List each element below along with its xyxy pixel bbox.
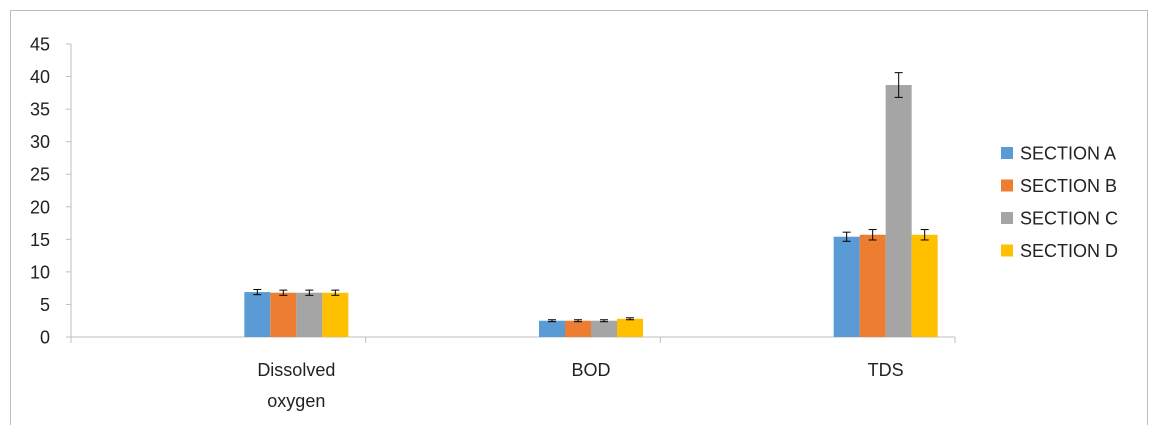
y-tick-label: 35 (30, 100, 50, 120)
y-tick-label: 0 (40, 328, 50, 348)
x-category-label: oxygen (267, 391, 325, 411)
bar (322, 292, 349, 337)
y-tick-label: 45 (30, 35, 50, 55)
legend-label: SECTION D (1020, 241, 1118, 261)
x-category-label: BOD (571, 360, 610, 380)
bar (617, 318, 643, 337)
legend-swatch (1001, 147, 1013, 159)
bar (244, 292, 271, 337)
bar (539, 320, 565, 337)
bar (270, 292, 297, 337)
legend-swatch (1001, 244, 1013, 257)
bars (244, 85, 938, 338)
y-tick-label: 25 (30, 165, 50, 185)
y-tick-label: 15 (30, 230, 50, 250)
legend-label: SECTION A (1020, 144, 1116, 164)
x-axis: Dissolved oxygen BOD TDS (70, 336, 956, 411)
error-bars (253, 72, 929, 323)
bar (911, 234, 938, 337)
x-category-label: Dissolved (257, 360, 335, 380)
bar (296, 292, 323, 337)
legend-label: SECTION B (1020, 176, 1117, 196)
y-tick-label: 40 (30, 67, 50, 87)
bar (859, 234, 886, 337)
y-axis: 0 5 10 15 20 25 30 35 40 45 (30, 35, 72, 348)
legend-swatch (1001, 212, 1013, 224)
bar (591, 320, 617, 337)
bar (885, 85, 912, 338)
x-category-label: TDS (868, 360, 904, 380)
y-tick-label: 20 (30, 197, 50, 217)
legend: SECTION A SECTION B SECTION C SECTION D (1001, 144, 1118, 261)
y-tick-label: 30 (30, 132, 50, 152)
legend-swatch (1001, 179, 1013, 192)
legend-label: SECTION C (1020, 209, 1118, 229)
bar (565, 320, 591, 337)
y-tick-label: 10 (30, 262, 50, 282)
y-tick-label: 5 (40, 295, 50, 315)
chart-frame (10, 10, 1148, 425)
bar (833, 236, 860, 337)
